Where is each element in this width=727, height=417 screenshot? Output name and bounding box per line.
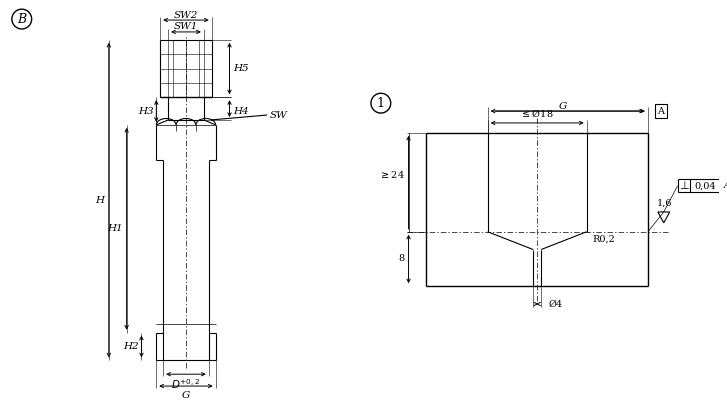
Text: H5: H5	[233, 64, 249, 73]
Text: R0,2: R0,2	[593, 235, 616, 244]
Text: 1,6: 1,6	[656, 199, 672, 208]
Bar	[587, 133, 648, 286]
Text: A: A	[723, 181, 727, 190]
Text: B: B	[17, 13, 26, 25]
Text: H: H	[95, 196, 104, 205]
Text: H4: H4	[233, 107, 249, 116]
Text: H2: H2	[123, 342, 138, 351]
Text: H3: H3	[137, 107, 153, 116]
Text: 8: 8	[398, 254, 405, 264]
Text: $\leq$Ø18: $\leq$Ø18	[521, 108, 554, 119]
Bar	[488, 232, 587, 286]
Bar	[426, 133, 488, 286]
Text: 0,04: 0,04	[694, 181, 716, 190]
Text: 1: 1	[377, 97, 385, 110]
Text: $\geq$24: $\geq$24	[379, 169, 405, 180]
Text: A: A	[657, 107, 664, 116]
Text: G: G	[559, 102, 567, 111]
Text: Ø4: Ø4	[549, 299, 563, 309]
Text: SW: SW	[270, 111, 288, 120]
Text: H1: H1	[107, 224, 123, 233]
Text: $D^{+0,2}$: $D^{+0,2}$	[172, 377, 201, 391]
Text: SW2: SW2	[174, 10, 198, 20]
Text: G: G	[182, 391, 190, 400]
Text: ⊥: ⊥	[679, 181, 689, 191]
Text: SW1: SW1	[174, 23, 198, 31]
